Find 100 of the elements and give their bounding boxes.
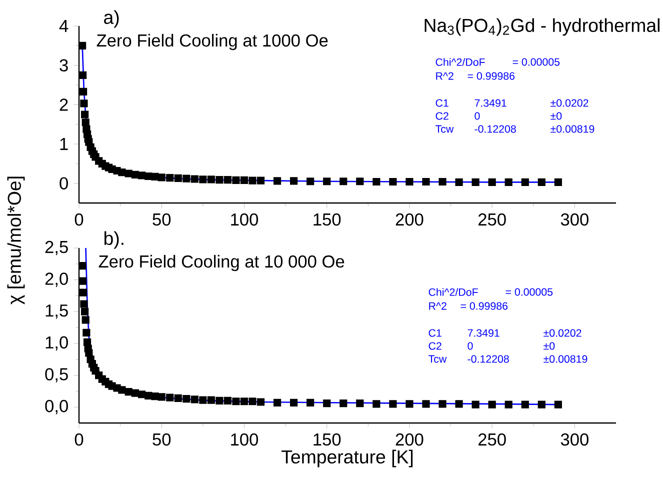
point bbox=[290, 398, 298, 406]
point bbox=[207, 396, 215, 404]
point bbox=[166, 394, 174, 402]
point bbox=[538, 400, 546, 408]
x-tick-label: 50 bbox=[152, 213, 171, 226]
x-tick-label: 250 bbox=[478, 433, 506, 446]
point bbox=[85, 349, 93, 357]
x-tick-label: 200 bbox=[396, 433, 424, 446]
annotation: b). bbox=[104, 231, 124, 249]
y-tick-label: 2 bbox=[60, 98, 68, 111]
y-tick-label: 0,5 bbox=[45, 368, 68, 382]
point bbox=[166, 174, 174, 182]
point bbox=[174, 174, 182, 182]
point bbox=[151, 172, 159, 180]
point bbox=[240, 398, 248, 406]
annotation: ±0 bbox=[544, 342, 555, 350]
point bbox=[472, 400, 480, 408]
point bbox=[488, 178, 496, 186]
point bbox=[356, 178, 364, 186]
annotation: Chi^2/DoF bbox=[436, 58, 485, 66]
point bbox=[158, 174, 166, 182]
x-tick-label: 200 bbox=[396, 213, 424, 226]
annotation: R^2 bbox=[429, 302, 446, 310]
y-tick-label: 2,0 bbox=[45, 272, 68, 287]
point bbox=[124, 170, 132, 178]
point bbox=[372, 400, 380, 408]
point bbox=[455, 400, 463, 408]
point bbox=[80, 100, 88, 108]
point bbox=[79, 277, 87, 285]
annotation: = 0.99986 bbox=[460, 302, 508, 310]
annotation: -0.12208 bbox=[468, 355, 509, 363]
annotation: 0 bbox=[474, 112, 480, 120]
point bbox=[174, 394, 182, 402]
point bbox=[216, 396, 224, 405]
point bbox=[406, 400, 414, 408]
point bbox=[521, 178, 529, 186]
annotation: Tcw bbox=[436, 125, 454, 133]
point bbox=[554, 178, 562, 186]
point bbox=[273, 177, 282, 185]
point bbox=[372, 178, 380, 186]
point bbox=[80, 110, 89, 118]
point bbox=[82, 328, 90, 336]
point bbox=[190, 396, 198, 404]
point bbox=[79, 71, 87, 79]
y-tick-label: 1,0 bbox=[46, 336, 68, 351]
point bbox=[472, 178, 480, 186]
annotation: 7.3491 bbox=[474, 99, 506, 107]
point bbox=[224, 396, 232, 405]
point bbox=[455, 178, 463, 186]
annotation: C1 bbox=[436, 99, 448, 107]
point bbox=[118, 386, 126, 394]
y-tick-label: 4 bbox=[59, 20, 68, 32]
x-axis-title: Temperature [K] bbox=[282, 450, 413, 468]
point bbox=[521, 400, 529, 408]
annotation: Zero Field Cooling at 10 000 Oe bbox=[98, 254, 344, 272]
point bbox=[504, 400, 512, 408]
y-axis-title: χ [emu/mol*Oe] bbox=[7, 176, 25, 304]
point bbox=[438, 400, 446, 408]
point bbox=[232, 176, 240, 184]
point bbox=[224, 176, 232, 184]
point bbox=[216, 176, 224, 184]
annotation: Zero Field Cooling at 1000 Oe bbox=[96, 34, 328, 50]
point bbox=[422, 400, 430, 408]
point bbox=[138, 172, 146, 180]
point bbox=[182, 395, 190, 403]
point bbox=[256, 398, 265, 406]
point bbox=[199, 176, 207, 184]
annotation: C2 bbox=[428, 342, 442, 350]
point bbox=[248, 398, 256, 406]
annotation: = 0.00005 bbox=[506, 288, 553, 296]
y-tick-label: 0 bbox=[60, 177, 68, 190]
x-tick-label: 300 bbox=[560, 433, 588, 446]
x-tick-label: 250 bbox=[478, 213, 506, 226]
point bbox=[158, 393, 166, 401]
point bbox=[538, 178, 546, 186]
y-tick-label: 2,5 bbox=[45, 240, 68, 256]
point bbox=[82, 118, 90, 126]
point bbox=[80, 308, 89, 316]
point bbox=[340, 399, 348, 408]
point bbox=[323, 399, 331, 408]
point bbox=[182, 174, 190, 182]
point bbox=[78, 262, 86, 270]
point bbox=[151, 392, 159, 400]
point bbox=[190, 175, 198, 183]
point bbox=[306, 398, 314, 406]
x-tick-label: 150 bbox=[314, 433, 341, 446]
point bbox=[422, 178, 430, 186]
annotation: C2 bbox=[436, 112, 448, 120]
point bbox=[323, 178, 331, 186]
annotation: -0.12208 bbox=[474, 125, 516, 133]
annotation: Tcw bbox=[428, 355, 447, 363]
y-tick-label: 1 bbox=[60, 138, 68, 150]
y-tick-label: 3 bbox=[60, 59, 68, 72]
point bbox=[232, 398, 240, 406]
annotation: ±0 bbox=[550, 112, 562, 120]
annotation: = 0.00005 bbox=[512, 58, 560, 66]
annotation: a) bbox=[104, 10, 119, 28]
point bbox=[80, 300, 88, 308]
chart-title: Na$_{3}$(PO$_{4}$)$_{2}$Gd - hydrothermal bbox=[424, 18, 660, 36]
point bbox=[438, 178, 446, 186]
